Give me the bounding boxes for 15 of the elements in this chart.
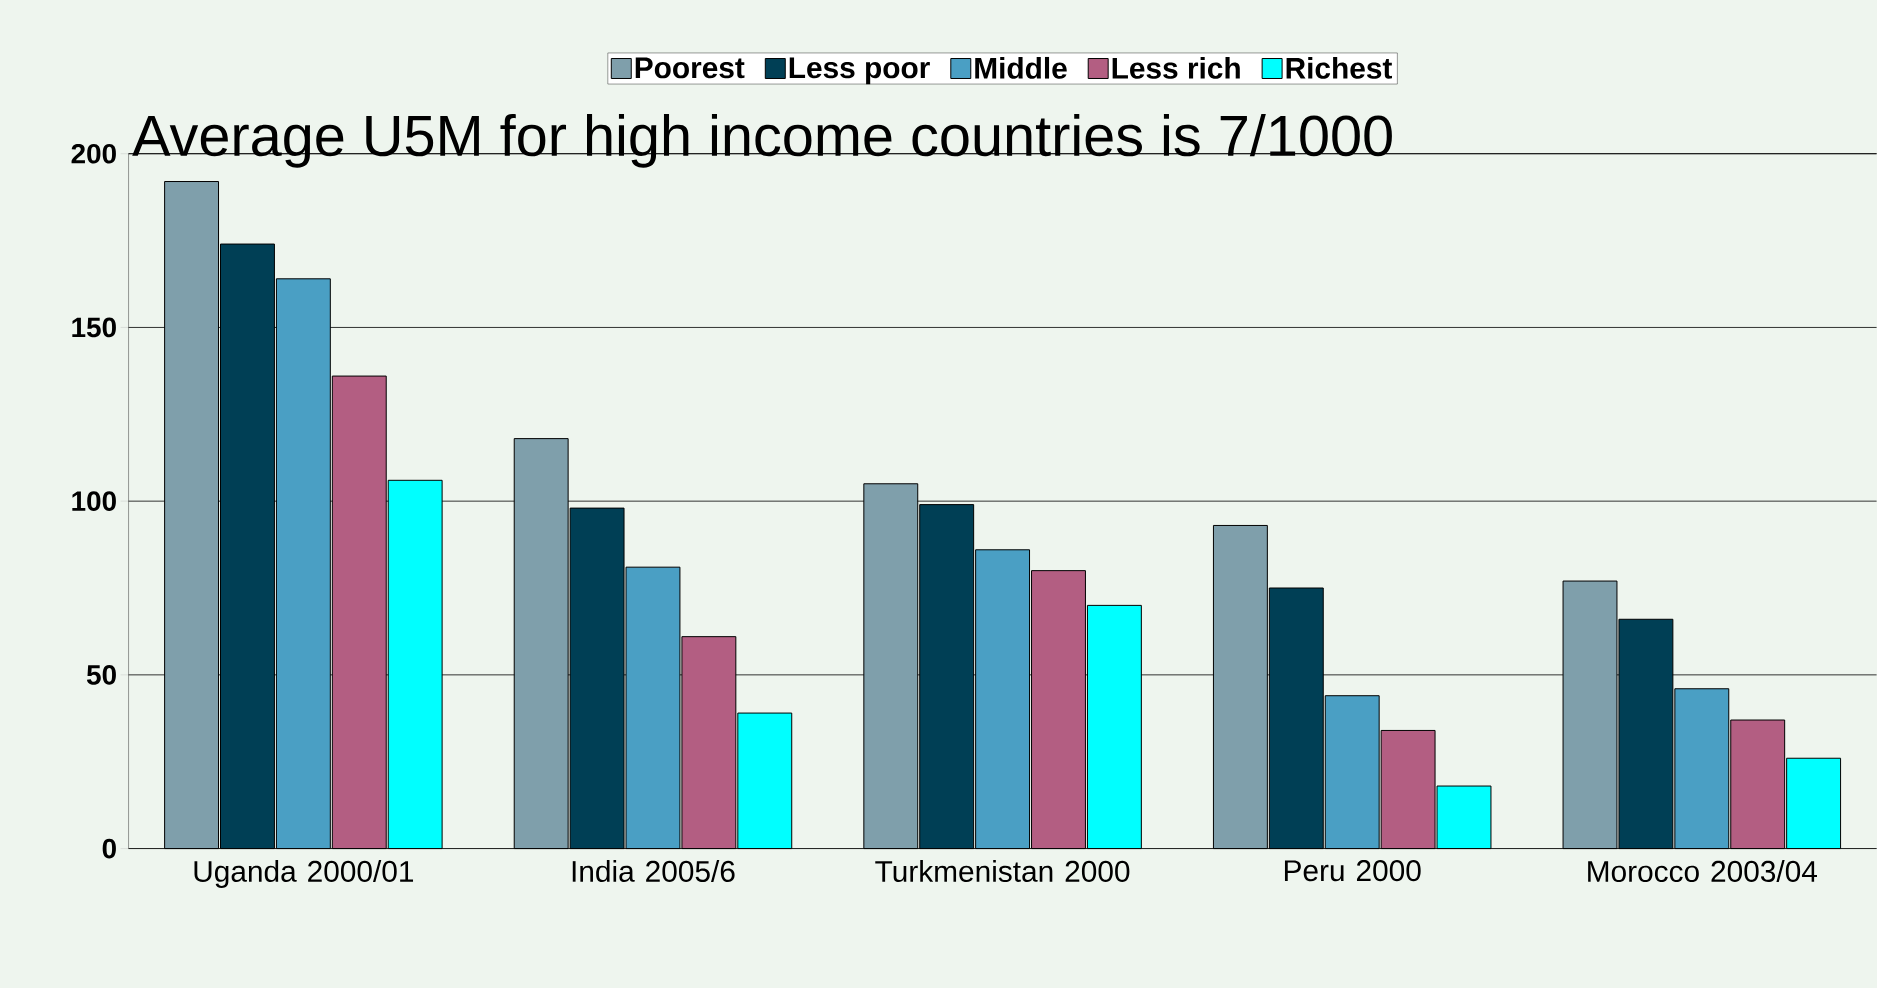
- x-tick-label: Turkmenistan 2000: [875, 859, 1130, 882]
- legend-label: Middle: [975, 56, 1067, 79]
- x-tick-label: Peru 2000: [1284, 859, 1421, 882]
- legend-label: Poorest: [635, 57, 745, 79]
- y-tick-label: 100: [72, 491, 116, 511]
- x-tick-label: Morocco 2003/04: [1588, 859, 1817, 882]
- x-tick-label: Uganda 2000/01: [194, 859, 414, 888]
- legend-label: Richest: [1286, 56, 1393, 79]
- y-tick-label: 0: [102, 838, 116, 859]
- y-tick-label: 150: [72, 317, 116, 338]
- y-tick-label: 50: [86, 664, 116, 685]
- legend-label: Less poor: [789, 57, 930, 85]
- legend-label: Less rich: [1112, 56, 1240, 79]
- y-tick-label: 200: [71, 143, 116, 164]
- x-tick-label: India 2005/6: [572, 859, 735, 882]
